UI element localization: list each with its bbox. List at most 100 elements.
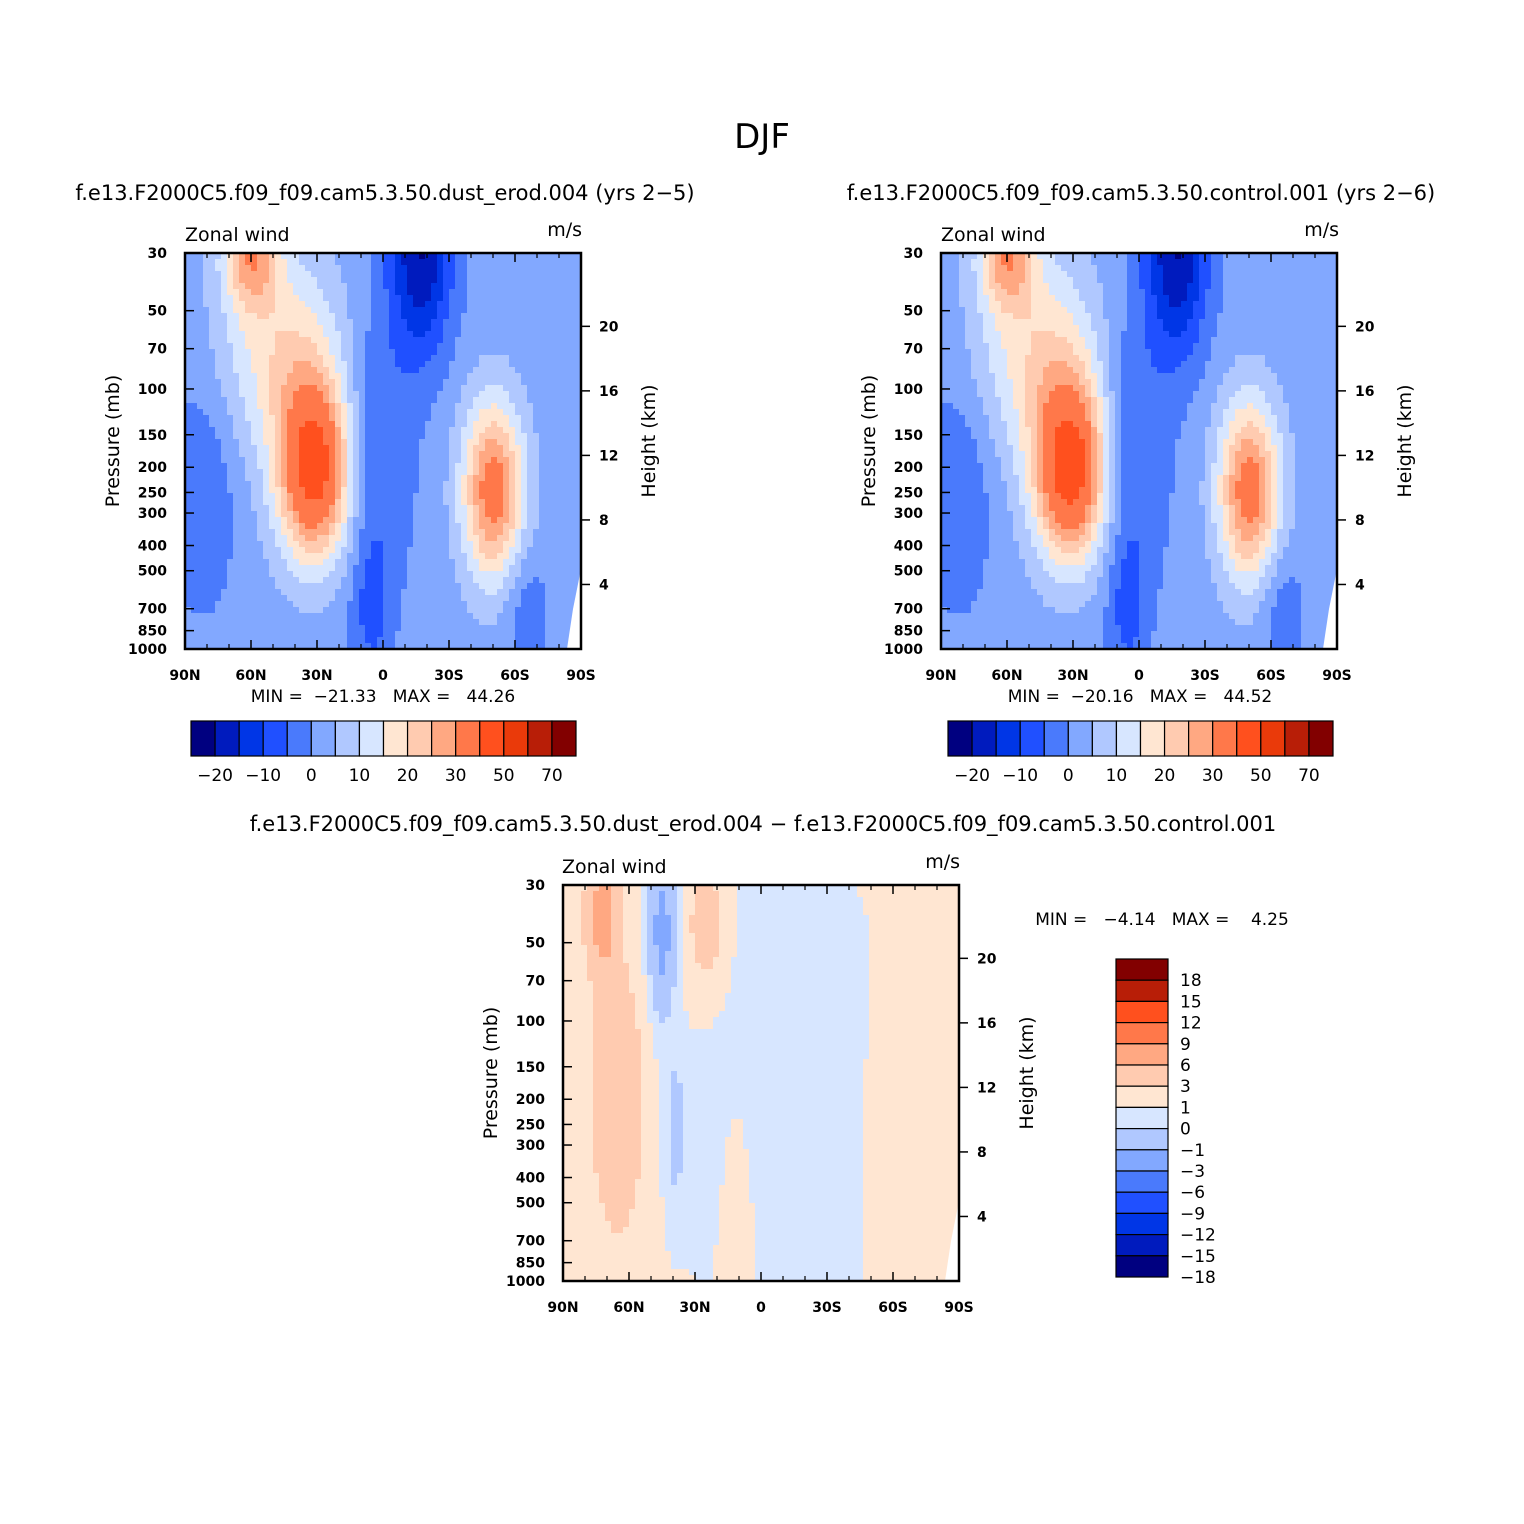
field-cell <box>563 589 570 596</box>
field-cell <box>203 625 210 632</box>
field-cell <box>1217 277 1224 284</box>
field-cell <box>335 409 342 416</box>
field-cell <box>347 613 354 620</box>
field-cell <box>461 553 468 560</box>
field-cell <box>437 529 444 536</box>
field-cell <box>527 439 534 446</box>
field-cell <box>377 577 384 584</box>
field-cell <box>965 259 972 266</box>
field-cell <box>461 445 468 452</box>
field-cell <box>185 253 192 260</box>
field-cell <box>1079 289 1086 296</box>
field-cell <box>209 487 216 494</box>
field-cell <box>437 373 444 380</box>
field-cell <box>449 613 456 620</box>
field-cell <box>467 433 474 440</box>
field-cell <box>215 469 222 476</box>
field-cell <box>455 271 462 278</box>
field-cell <box>335 301 342 308</box>
field-cell <box>479 265 486 272</box>
field-cell <box>461 283 468 290</box>
field-cell <box>197 433 204 440</box>
field-cell <box>545 559 552 566</box>
field-cell <box>365 379 372 386</box>
field-cell <box>197 325 204 332</box>
field-cell <box>227 487 234 494</box>
field-cell <box>335 523 342 530</box>
field-cell <box>197 301 204 308</box>
field-cell <box>575 487 582 494</box>
field-cell <box>527 511 534 518</box>
field-cell <box>341 631 348 638</box>
field-cell <box>479 559 486 566</box>
field-cell <box>467 289 474 296</box>
field-cell <box>413 313 420 320</box>
field-cell <box>191 631 198 638</box>
field-cell <box>203 643 210 650</box>
field-cell <box>281 283 288 290</box>
field-cell <box>365 415 372 422</box>
field-cell <box>425 379 432 386</box>
field-cell <box>491 355 498 362</box>
field-cell <box>275 355 282 362</box>
field-cell <box>443 355 450 362</box>
field-cell <box>317 529 324 536</box>
field-cell <box>521 379 528 386</box>
field-cell <box>233 499 240 506</box>
field-cell <box>521 583 528 590</box>
field-cell <box>401 289 408 296</box>
field-cell <box>245 541 252 548</box>
field-cell <box>419 283 426 290</box>
field-cell <box>539 331 546 338</box>
field-cell <box>257 499 264 506</box>
field-cell <box>305 451 312 458</box>
field-cell <box>443 289 450 296</box>
field-cell <box>443 619 450 626</box>
field-cell <box>449 541 456 548</box>
field-cell <box>287 397 294 404</box>
field-cell <box>575 517 582 524</box>
field-cell <box>1163 259 1170 266</box>
field-cell <box>395 451 402 458</box>
field-cell <box>551 559 558 566</box>
field-cell <box>497 559 504 566</box>
field-cell <box>449 505 456 512</box>
field-cell <box>467 337 474 344</box>
field-cell <box>359 595 366 602</box>
field-cell <box>491 415 498 422</box>
field-cell <box>227 295 234 302</box>
field-cell <box>353 619 360 626</box>
field-cell <box>215 283 222 290</box>
field-cell <box>473 619 480 626</box>
field-cell <box>443 307 450 314</box>
field-cell <box>215 583 222 590</box>
field-cell <box>521 463 528 470</box>
field-cell <box>299 445 306 452</box>
field-cell <box>401 283 408 290</box>
field-cell <box>479 547 486 554</box>
field-cell <box>509 559 516 566</box>
field-cell <box>383 463 390 470</box>
field-cell <box>347 607 354 614</box>
field-cell <box>1067 265 1074 272</box>
field-cell <box>209 535 216 542</box>
field-cell <box>401 313 408 320</box>
field-cell <box>275 601 282 608</box>
field-cell <box>437 265 444 272</box>
field-cell <box>521 631 528 638</box>
field-cell <box>977 271 984 278</box>
field-cell <box>341 493 348 500</box>
field-cell <box>1259 295 1266 302</box>
field-cell <box>209 481 216 488</box>
field-cell <box>1217 253 1224 260</box>
field-cell <box>329 595 336 602</box>
field-cell <box>233 337 240 344</box>
field-cell <box>1211 289 1218 296</box>
field-cell <box>263 565 270 572</box>
field-cell <box>293 361 300 368</box>
field-cell <box>215 367 222 374</box>
field-cell <box>551 547 558 554</box>
field-cell <box>1037 253 1044 260</box>
field-cell <box>239 355 246 362</box>
field-cell <box>269 385 276 392</box>
